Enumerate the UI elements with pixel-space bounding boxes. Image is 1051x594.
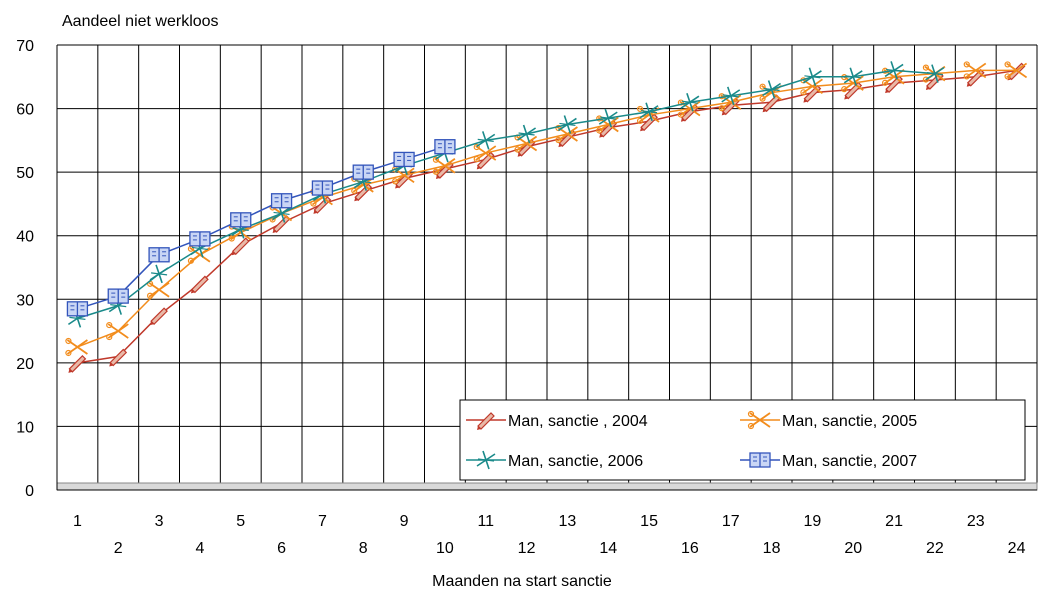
pencil-icon (68, 355, 87, 373)
scissors-cross-icon (680, 92, 700, 112)
scissors-cross-icon (925, 64, 945, 83)
book-icon (749, 452, 771, 468)
x-tick-label: 14 (599, 540, 617, 557)
legend: Man, sanctie , 2004 Man, sanctie, 2005 Man… (459, 399, 1026, 481)
x-tick-label: 2 (114, 540, 123, 557)
x-tick-label: 17 (722, 513, 740, 530)
scissors-icon (473, 143, 497, 163)
x-tick-label: 4 (195, 540, 204, 557)
book-icon (189, 231, 211, 247)
scissors-cross-icon (517, 124, 537, 144)
x-tick-label: 21 (885, 513, 903, 530)
y-tick-label: 10 (16, 419, 34, 436)
x-tick-label: 16 (681, 540, 699, 557)
series-4 (66, 139, 456, 317)
book-icon (352, 164, 374, 180)
pencil-icon (231, 237, 250, 256)
x-axis-label: Maanden na start sanctie (432, 573, 612, 590)
scissors-icon (65, 337, 88, 357)
book-icon (311, 180, 334, 196)
scissors-cross-icon (149, 264, 169, 284)
scissors-cross-icon (476, 450, 496, 470)
y-tick-label: 20 (16, 356, 34, 373)
scissors-cross-icon (843, 67, 863, 87)
scissors-cross-icon (802, 67, 822, 87)
series-1 (68, 62, 1026, 373)
scissors-cross-icon (557, 115, 577, 134)
x-tick-label: 5 (236, 513, 245, 530)
book-icon (230, 212, 252, 228)
scissors-cross-icon (884, 61, 904, 80)
pencil-icon (150, 307, 168, 326)
x-tick-label: 9 (400, 513, 409, 530)
y-axis-label: Aandeel niet werkloos (62, 13, 219, 30)
x-tick-label: 7 (318, 513, 327, 530)
book-icon (434, 139, 456, 155)
pencil-icon (925, 72, 944, 90)
pencil-icon (109, 348, 128, 367)
scissors-icon (187, 245, 211, 264)
x-tick-label: 19 (804, 513, 822, 530)
scissors-icon (841, 74, 864, 93)
scissors-icon (963, 61, 987, 80)
scissors-cross-icon (476, 131, 496, 150)
book-icon (148, 247, 170, 263)
legend-item: Man, sanctie , 2004 (466, 412, 648, 430)
series-line (77, 69, 935, 320)
series-2 (65, 61, 1028, 357)
pencil-icon (190, 275, 209, 294)
y-axis: 0 10 20 30 40 50 60 70 (16, 38, 34, 500)
scissors-icon (106, 321, 129, 341)
scissors-cross-icon (762, 80, 782, 99)
pencil-icon (966, 68, 985, 87)
book-icon (66, 301, 89, 317)
scissors-cross-icon (721, 86, 741, 106)
legend-item: Man, sanctie, 2007 (740, 452, 917, 470)
book-icon (270, 193, 293, 209)
legend-label: Man, sanctie , 2004 (508, 413, 648, 430)
x-tick-label: 23 (967, 513, 985, 530)
x-tick-label: 11 (477, 513, 494, 530)
legend-item: Man, sanctie, 2005 (740, 410, 917, 430)
x-tick-label: 1 (73, 513, 82, 530)
x-tick-label: 13 (559, 513, 577, 530)
pencil-icon (477, 412, 495, 430)
plot-frame (56, 45, 1037, 491)
legend-item: Man, sanctie, 2006 (466, 450, 643, 470)
scissors-cross-icon (639, 102, 659, 122)
x-tick-label: 18 (763, 540, 781, 557)
series-group (65, 61, 1028, 373)
book-icon (393, 151, 415, 168)
scissors-cross-icon (598, 108, 618, 128)
legend-box (459, 399, 1026, 481)
x-tick-label: 8 (359, 540, 368, 557)
x-tick-label: 10 (436, 540, 454, 557)
scissors-icon (747, 410, 771, 430)
book-icon (107, 288, 129, 304)
pencil-icon (844, 81, 863, 100)
x-tick-label: 3 (155, 513, 164, 530)
scissors-icon (432, 156, 456, 175)
x-tick-label: 15 (640, 513, 658, 530)
x-tick-label: 24 (1008, 540, 1026, 557)
y-tick-label: 40 (16, 229, 34, 246)
x-tick-label: 22 (926, 540, 944, 557)
legend-label: Man, sanctie, 2006 (508, 453, 643, 470)
scissors-icon (1004, 61, 1028, 80)
legend-label: Man, sanctie, 2007 (782, 453, 917, 470)
legend-label: Man, sanctie, 2005 (782, 413, 917, 430)
y-tick-label: 30 (16, 292, 34, 309)
x-tick-label: 6 (277, 540, 286, 557)
y-tick-label: 70 (16, 38, 34, 55)
floor-band (56, 482, 1038, 491)
x-tick-label: 12 (518, 540, 536, 557)
y-tick-label: 60 (16, 102, 34, 119)
y-tick-label: 50 (16, 165, 34, 182)
x-tick-label: 20 (844, 540, 862, 557)
series-line (77, 145, 446, 310)
y-tick-label: 0 (25, 483, 34, 500)
